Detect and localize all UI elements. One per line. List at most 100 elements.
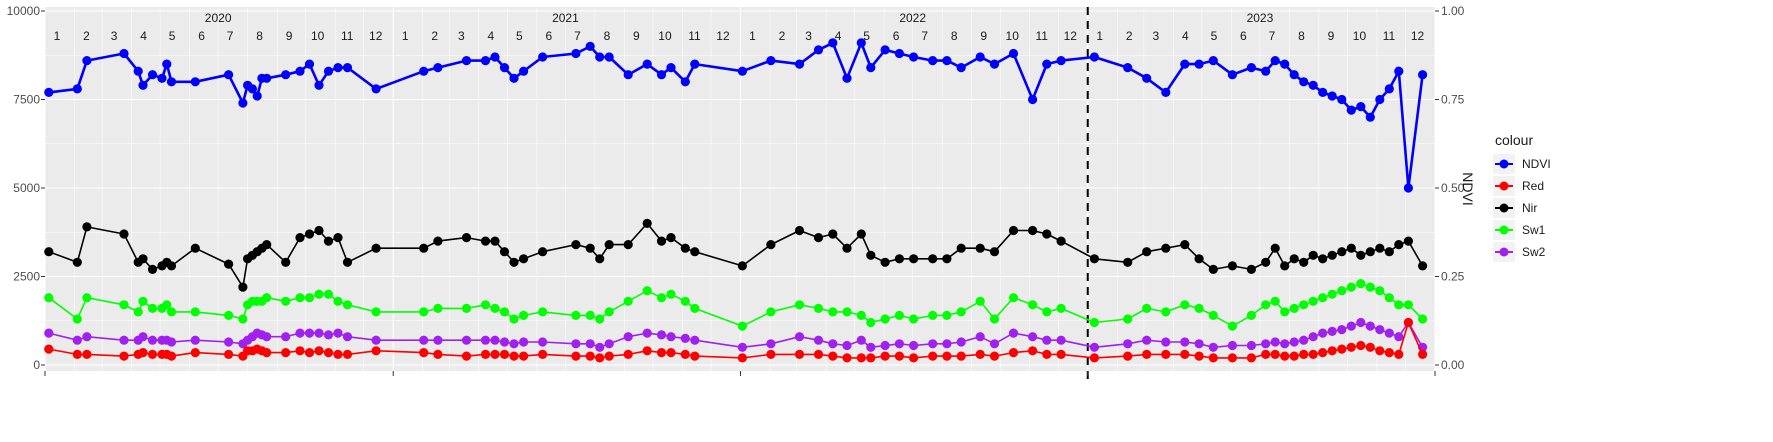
point-sw2 [956, 337, 966, 347]
point-ndvi [490, 52, 500, 62]
point-sw2 [1227, 340, 1237, 351]
point-ndvi [262, 73, 272, 83]
point-sw2 [1261, 339, 1271, 349]
point-nir [1227, 261, 1237, 271]
month-label: 11 [1035, 29, 1048, 43]
point-ndvi [1346, 105, 1356, 115]
series-sw1 [44, 279, 1428, 331]
point-ndvi [894, 48, 905, 59]
point-sw2 [656, 330, 667, 340]
point-sw1 [856, 310, 866, 320]
month-label: 5 [863, 29, 870, 43]
point-ndvi [419, 66, 429, 76]
point-sw1 [1384, 293, 1394, 303]
point-sw1 [314, 289, 324, 299]
point-sw1 [1270, 296, 1280, 306]
point-sw1 [1042, 307, 1052, 317]
point-red [499, 349, 510, 359]
legend-point-sw2 [1499, 247, 1509, 257]
point-sw2 [371, 335, 381, 345]
point-nir [72, 257, 82, 267]
point-ndvi [956, 63, 966, 73]
point-sw1 [1418, 314, 1428, 324]
legend-point-sw1 [1499, 225, 1509, 235]
point-sw1 [666, 289, 676, 299]
point-sw2 [147, 335, 158, 345]
point-ndvi [595, 52, 605, 62]
point-sw1 [642, 286, 652, 296]
point-sw2 [342, 332, 353, 342]
point-red [1270, 349, 1280, 359]
point-ndvi [866, 63, 876, 73]
legend-title: colour [1495, 132, 1533, 148]
point-ndvi [224, 70, 234, 80]
point-sw1 [1356, 279, 1366, 289]
point-sw1 [909, 314, 919, 324]
point-sw2 [419, 335, 429, 345]
point-nir [1042, 229, 1052, 239]
point-red [490, 349, 500, 359]
month-label: 4 [1182, 29, 1189, 43]
point-red [894, 351, 905, 361]
point-sw2 [766, 339, 776, 349]
point-sw2 [480, 335, 491, 345]
point-sw1 [133, 307, 143, 317]
point-sw1 [44, 293, 54, 303]
point-ndvi [1289, 70, 1299, 80]
month-label: 8 [951, 29, 958, 43]
point-ndvi [1299, 77, 1309, 87]
point-sw1 [571, 310, 581, 320]
point-ndvi [604, 52, 614, 62]
point-sw1 [509, 314, 519, 324]
point-sw2 [1123, 339, 1133, 349]
point-red [1261, 349, 1271, 359]
point-nir [989, 247, 1000, 257]
point-nir [1356, 250, 1366, 260]
point-sw1 [1180, 300, 1190, 310]
month-label: 10 [1006, 29, 1020, 43]
point-ndvi [147, 70, 158, 80]
point-nir [1346, 243, 1356, 253]
point-sw1 [1327, 289, 1337, 299]
point-nir [595, 254, 605, 264]
point-red [1299, 349, 1309, 359]
point-ndvi [737, 66, 748, 76]
point-sw1 [623, 296, 633, 306]
point-sw1 [224, 310, 234, 320]
point-nir [480, 236, 491, 246]
point-ndvi [1280, 59, 1290, 69]
point-nir [690, 247, 700, 257]
point-sw2 [866, 342, 876, 352]
point-ndvi [794, 59, 805, 69]
point-sw1 [371, 307, 381, 317]
point-sw2 [333, 328, 343, 338]
point-ndvi [519, 66, 529, 76]
point-sw2 [281, 332, 291, 342]
point-sw1 [737, 321, 748, 331]
point-sw1 [1337, 286, 1347, 296]
grid [44, 7, 1436, 371]
point-red [1161, 349, 1171, 359]
month-label: 8 [604, 29, 611, 43]
point-nir [1308, 250, 1318, 260]
point-ndvi [642, 59, 652, 69]
point-sw1 [1089, 317, 1099, 328]
point-red [1056, 349, 1066, 359]
point-ndvi [44, 87, 54, 97]
point-sw2 [604, 339, 614, 349]
point-nir [1418, 261, 1428, 271]
point-red [147, 349, 158, 359]
point-ndvi [166, 77, 177, 87]
point-nir [1008, 225, 1019, 236]
point-ndvi [1042, 59, 1052, 69]
point-red [856, 353, 866, 363]
point-nir [642, 218, 652, 228]
point-nir [1299, 257, 1309, 267]
point-nir [880, 257, 890, 267]
month-label: 5 [1211, 29, 1218, 43]
point-ndvi [1261, 66, 1271, 76]
point-sw2 [880, 340, 890, 351]
point-ndvi [813, 45, 824, 55]
point-ndvi [538, 52, 548, 62]
